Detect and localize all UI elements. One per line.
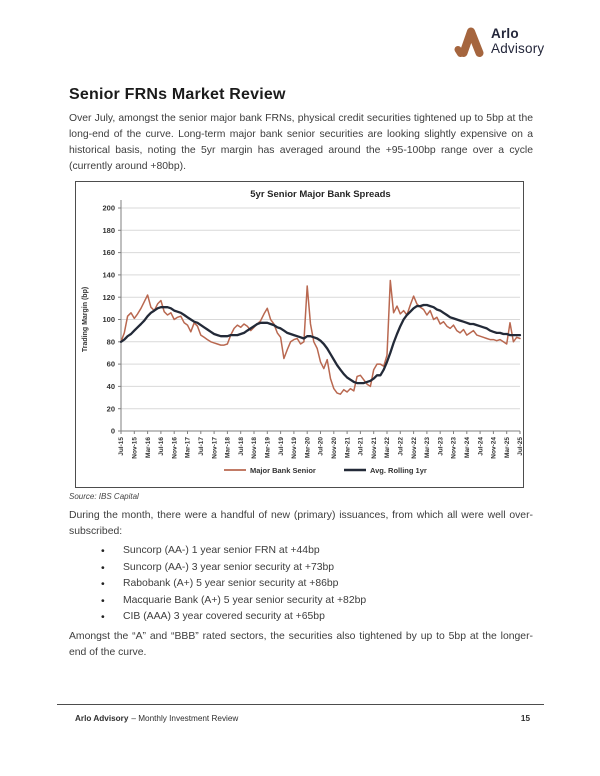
svg-text:Mar-22: Mar-22 — [384, 437, 391, 458]
logo-brand-suffix: Advisory — [491, 41, 545, 56]
logo: Arlo Advisory — [454, 24, 544, 58]
svg-text:80: 80 — [107, 337, 115, 346]
source-note: Source: IBS Capital — [69, 492, 139, 501]
issuance-list: Suncorp (AA-) 1 year senior FRN at +44bp… — [99, 543, 519, 626]
svg-text:Mar-19: Mar-19 — [265, 437, 272, 458]
svg-text:Nov-22: Nov-22 — [411, 437, 418, 459]
list-item: Rabobank (A+) 5 year senior security at … — [99, 576, 519, 593]
svg-text:Jul-18: Jul-18 — [238, 437, 245, 456]
svg-text:160: 160 — [102, 248, 115, 257]
svg-text:Jul-20: Jul-20 — [318, 437, 325, 456]
svg-text:Nov-20: Nov-20 — [331, 437, 338, 459]
svg-text:Nov-15: Nov-15 — [132, 437, 139, 459]
svg-text:60: 60 — [107, 360, 115, 369]
footer-text: Arlo Advisory – Monthly Investment Review — [75, 714, 238, 723]
svg-text:Nov-24: Nov-24 — [491, 437, 498, 459]
svg-text:5yr Senior Major Bank Spreads: 5yr Senior Major Bank Spreads — [250, 189, 390, 200]
svg-text:0: 0 — [111, 427, 115, 436]
svg-text:Jul-16: Jul-16 — [158, 437, 165, 456]
closing-paragraph: Amongst the “A” and “BBB” rated sectors,… — [69, 631, 533, 658]
svg-text:Mar-20: Mar-20 — [304, 437, 311, 458]
list-item: Suncorp (AA-) 1 year senior FRN at +44bp — [99, 543, 519, 560]
svg-text:Mar-23: Mar-23 — [424, 437, 431, 458]
spread-chart-canvas: 0 20 40 60 80 100 120 140 160 180 200 Jul-15 Nov-15 M… — [82, 189, 523, 475]
svg-text:Nov-23: Nov-23 — [451, 437, 458, 459]
logo-text: Arlo Advisory — [491, 26, 544, 56]
svg-text:180: 180 — [102, 226, 115, 235]
svg-text:Jul-24: Jul-24 — [477, 437, 484, 456]
svg-text:Jul-21: Jul-21 — [358, 437, 365, 456]
svg-text:Mar-24: Mar-24 — [464, 437, 471, 458]
footer-brand: Arlo Advisory — [75, 714, 129, 723]
intro-paragraph: Over July, amongst the senior major bank… — [69, 113, 533, 172]
arlo-logo-icon — [454, 27, 484, 57]
svg-text:Mar-21: Mar-21 — [344, 437, 351, 458]
svg-text:20: 20 — [107, 404, 115, 413]
svg-text:100: 100 — [102, 315, 115, 324]
svg-text:Jul-19: Jul-19 — [278, 437, 285, 456]
svg-text:Mar-25: Mar-25 — [504, 437, 511, 458]
svg-text:Mar-16: Mar-16 — [145, 437, 152, 458]
list-item: Macquarie Bank (A+) 5 year senior securi… — [99, 593, 519, 610]
svg-text:Jul-15: Jul-15 — [118, 437, 125, 456]
page-number: 15 — [520, 714, 530, 723]
footer: Arlo Advisory – Monthly Investment Review… — [75, 714, 530, 723]
svg-text:Jul-22: Jul-22 — [398, 437, 405, 456]
svg-text:Jul-25: Jul-25 — [517, 437, 523, 456]
svg-text:40: 40 — [107, 382, 115, 391]
list-item: CIB (AAA) 3 year covered security at +65… — [99, 609, 519, 626]
svg-text:120: 120 — [102, 293, 115, 302]
svg-text:Major Bank Senior: Major Bank Senior — [250, 466, 316, 475]
list-item: Suncorp (AA-) 3 year senior security at … — [99, 560, 519, 577]
footer-divider — [57, 704, 544, 705]
issuance-paragraph: During the month, there were a handful o… — [69, 510, 533, 537]
svg-text:Nov-16: Nov-16 — [171, 437, 178, 459]
svg-text:Nov-21: Nov-21 — [371, 437, 378, 459]
svg-text:Mar-18: Mar-18 — [225, 437, 232, 458]
svg-text:140: 140 — [102, 271, 115, 280]
svg-text:Avg. Rolling 1yr: Avg. Rolling 1yr — [370, 466, 427, 475]
spread-chart: 0 20 40 60 80 100 120 140 160 180 200 Jul-15 Nov-15 M… — [75, 181, 524, 488]
svg-text:Mar-17: Mar-17 — [185, 437, 192, 458]
svg-text:Nov-17: Nov-17 — [211, 437, 218, 459]
svg-text:Trading Margin (bp): Trading Margin (bp) — [82, 287, 89, 352]
footer-subtitle: – Monthly Investment Review — [131, 714, 239, 723]
page-title: Senior FRNs Market Review — [69, 86, 286, 103]
svg-text:Jul-17: Jul-17 — [198, 437, 205, 456]
logo-brand-name: Arlo — [491, 26, 519, 41]
svg-text:Jul-23: Jul-23 — [437, 437, 444, 456]
svg-text:200: 200 — [102, 204, 115, 213]
svg-text:Nov-19: Nov-19 — [291, 437, 298, 459]
svg-text:Nov-18: Nov-18 — [251, 437, 258, 459]
